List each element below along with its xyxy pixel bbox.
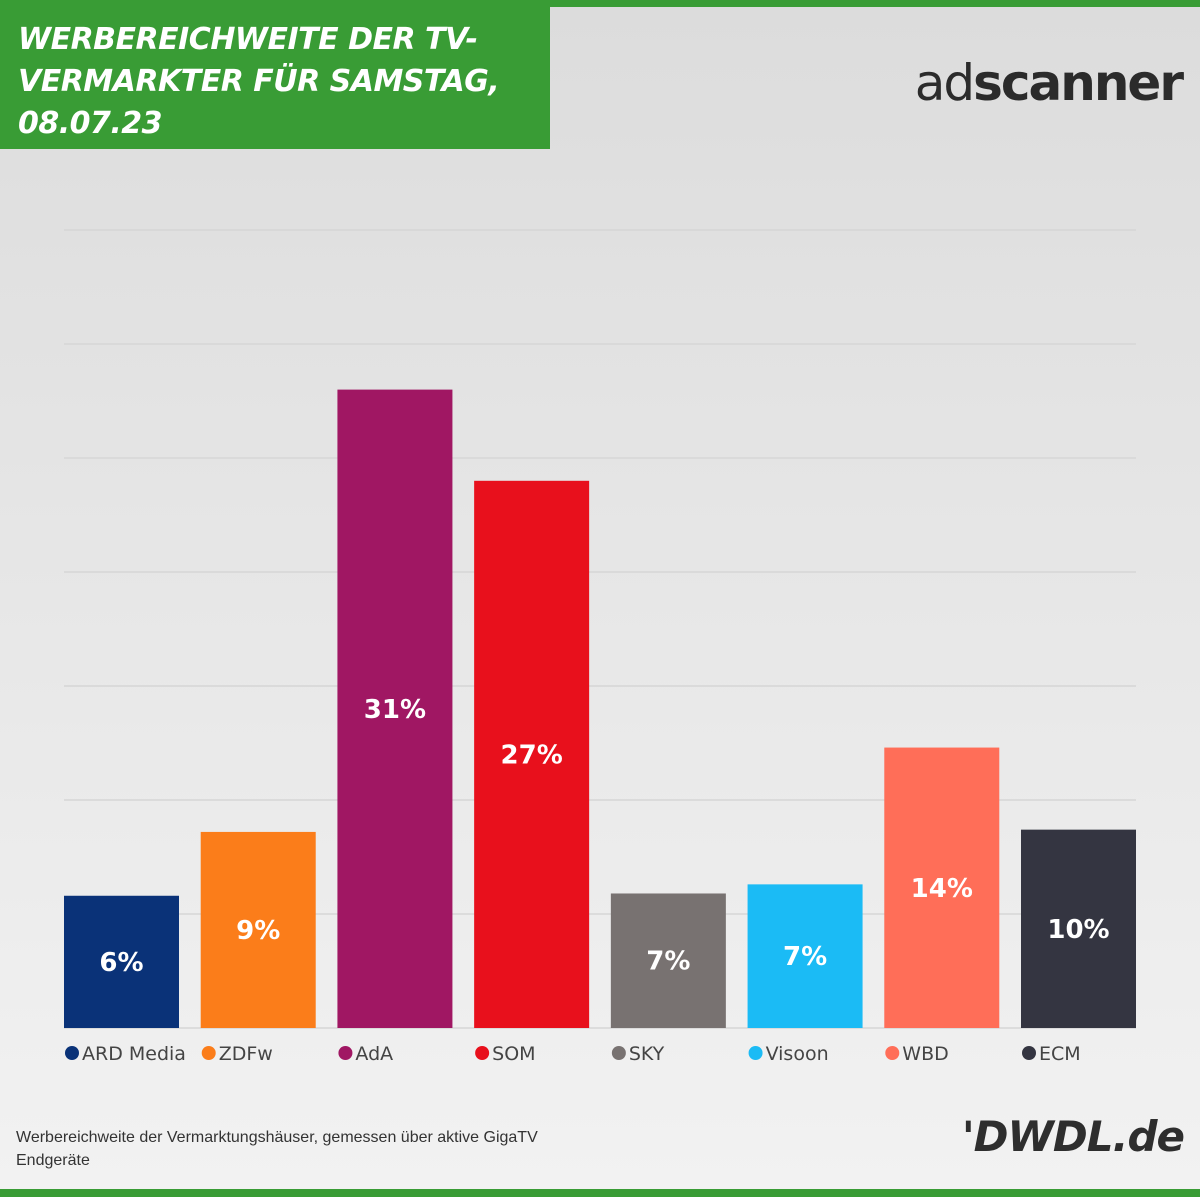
- adscanner-logo: adscanner: [914, 54, 1184, 112]
- footnote-line-2: Endgeräte: [16, 1152, 90, 1169]
- chart-title: WERBEREICHWEITE DER TV- VERMARKTER FÜR S…: [18, 19, 532, 145]
- bar-zdfw: [200, 831, 316, 1028]
- legend-marker: [748, 1046, 763, 1060]
- bar-ecm: [1021, 829, 1136, 1028]
- bar-value-label: 6%: [99, 948, 143, 978]
- legend-label: ECM: [1039, 1043, 1081, 1065]
- legend-marker: [65, 1046, 79, 1060]
- bar-value-label: 31%: [364, 695, 426, 725]
- legend-label: SKY: [629, 1043, 665, 1065]
- bar-value-label: 14%: [911, 874, 973, 904]
- legend-marker: [201, 1046, 216, 1060]
- legend-label: ZDFw: [219, 1043, 273, 1065]
- legend-label: WBD: [902, 1043, 948, 1065]
- legend-marker: [885, 1046, 900, 1060]
- bar-value-label: 7%: [783, 942, 827, 972]
- footnote: Werbereichweite der Vermarktungshäuser, …: [16, 1126, 616, 1172]
- bar-som: [474, 480, 590, 1028]
- title-box: WERBEREICHWEITE DER TV- VERMARKTER FÜR S…: [0, 7, 550, 149]
- bar-value-label: 7%: [646, 947, 690, 977]
- bar-visoon: [747, 884, 863, 1028]
- legend-marker: [1022, 1046, 1036, 1060]
- dwdl-logo: 'DWDL.de: [961, 1112, 1185, 1161]
- bar-sky: [610, 893, 726, 1028]
- bar-value-label: 10%: [1047, 915, 1109, 945]
- title-line-2: VERMARKTER FÜR SAMSTAG,: [18, 64, 500, 99]
- title-line-3: 08.07.23: [18, 106, 163, 141]
- legend-marker: [338, 1046, 353, 1060]
- bar-value-label: 9%: [236, 916, 280, 946]
- legend-marker: [475, 1046, 490, 1060]
- bar-wbd: [884, 747, 1000, 1028]
- top-accent-bar: [0, 0, 1200, 7]
- title-line-1: WERBEREICHWEITE DER TV-: [18, 22, 478, 57]
- legend-label: SOM: [492, 1043, 535, 1065]
- bar-ada: [337, 389, 453, 1029]
- bottom-accent-bar: [0, 1189, 1200, 1197]
- bar-value-label: 27%: [501, 740, 563, 770]
- legend-marker: [611, 1046, 626, 1060]
- legend-label: AdA: [355, 1043, 393, 1065]
- adscanner-logo-ad: ad: [914, 54, 975, 112]
- footnote-line-1: Werbereichweite der Vermarktungshäuser, …: [16, 1129, 538, 1146]
- legend-label: ARD Media: [82, 1043, 186, 1065]
- legend-label: Visoon: [766, 1043, 829, 1065]
- bar-ard-media: [64, 895, 179, 1028]
- adscanner-logo-rest: scanner: [973, 54, 1184, 112]
